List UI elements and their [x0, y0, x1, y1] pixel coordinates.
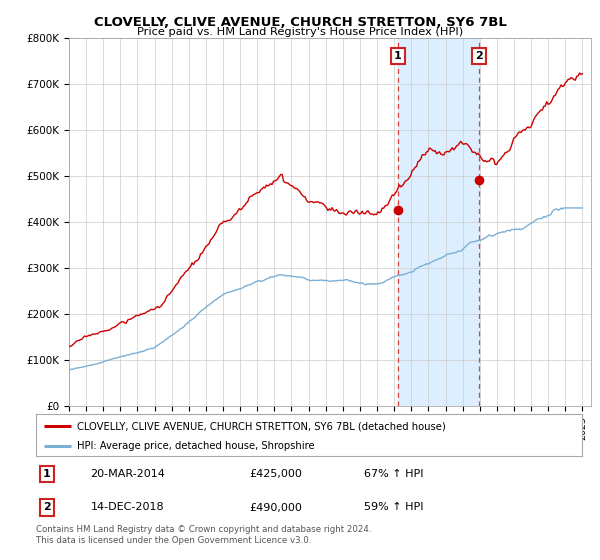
Text: 2: 2 — [43, 502, 51, 512]
Text: 2: 2 — [475, 51, 483, 61]
Text: CLOVELLY, CLIVE AVENUE, CHURCH STRETTON, SY6 7BL: CLOVELLY, CLIVE AVENUE, CHURCH STRETTON,… — [94, 16, 506, 29]
Bar — [398, 38, 479, 406]
Text: 14-DEC-2018: 14-DEC-2018 — [91, 502, 164, 512]
Text: 1: 1 — [394, 51, 402, 61]
Text: Price paid vs. HM Land Registry's House Price Index (HPI): Price paid vs. HM Land Registry's House … — [137, 27, 463, 38]
Text: 67% ↑ HPI: 67% ↑ HPI — [364, 469, 423, 479]
Text: £490,000: £490,000 — [249, 502, 302, 512]
Text: CLOVELLY, CLIVE AVENUE, CHURCH STRETTON, SY6 7BL (detached house): CLOVELLY, CLIVE AVENUE, CHURCH STRETTON,… — [77, 421, 446, 431]
Text: Contains HM Land Registry data © Crown copyright and database right 2024.
This d: Contains HM Land Registry data © Crown c… — [36, 525, 371, 545]
Text: HPI: Average price, detached house, Shropshire: HPI: Average price, detached house, Shro… — [77, 441, 314, 451]
Text: 20-MAR-2014: 20-MAR-2014 — [91, 469, 166, 479]
Text: 59% ↑ HPI: 59% ↑ HPI — [364, 502, 423, 512]
Text: £425,000: £425,000 — [249, 469, 302, 479]
Text: 1: 1 — [43, 469, 51, 479]
